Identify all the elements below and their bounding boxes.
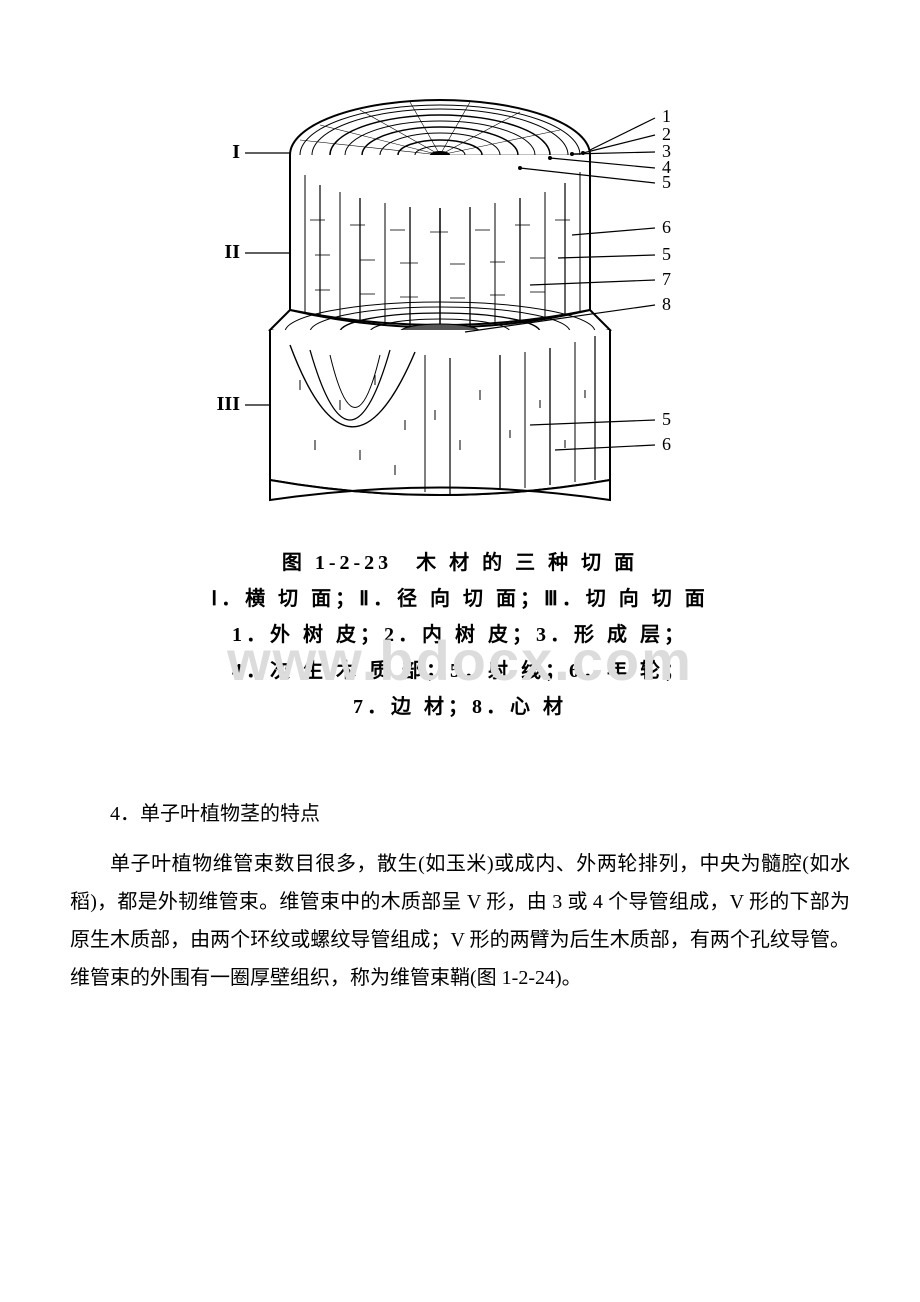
section-heading: 4．单子叶植物茎的特点 xyxy=(70,795,850,833)
label-III: III xyxy=(217,393,241,415)
label-II: II xyxy=(224,241,240,263)
caption-line-4: 7．边 材；8．心 材 xyxy=(70,689,850,725)
label-5a: 5 xyxy=(662,172,671,192)
watermark: www.bdocx.com xyxy=(0,628,920,693)
label-7: 7 xyxy=(662,269,671,289)
tangential-section xyxy=(270,330,610,500)
caption-line-1: Ⅰ．横 切 面；Ⅱ．径 向 切 面；Ⅲ．切 向 切 面 xyxy=(70,581,850,617)
radial-section xyxy=(290,155,590,333)
caption-title: 图 1-2-23 木 材 的 三 种 切 面 xyxy=(70,545,850,581)
label-5c: 5 xyxy=(662,409,671,429)
label-8: 8 xyxy=(662,294,671,314)
label-1: 1 xyxy=(662,106,671,126)
section-paragraph: 单子叶植物维管束数目很多，散生(如玉米)或成内、外两轮排列，中央为髓腔(如水稻)… xyxy=(70,845,850,997)
label-5b: 5 xyxy=(662,244,671,264)
wood-diagram: I II III 1 2 3 4 5 6 5 7 8 5 6 xyxy=(200,80,720,525)
body-text: 4．单子叶植物茎的特点 单子叶植物维管束数目很多，散生(如玉米)或成内、外两轮排… xyxy=(70,795,850,997)
label-6a: 6 xyxy=(662,217,671,237)
label-I: I xyxy=(232,141,240,163)
label-6b: 6 xyxy=(662,434,671,454)
